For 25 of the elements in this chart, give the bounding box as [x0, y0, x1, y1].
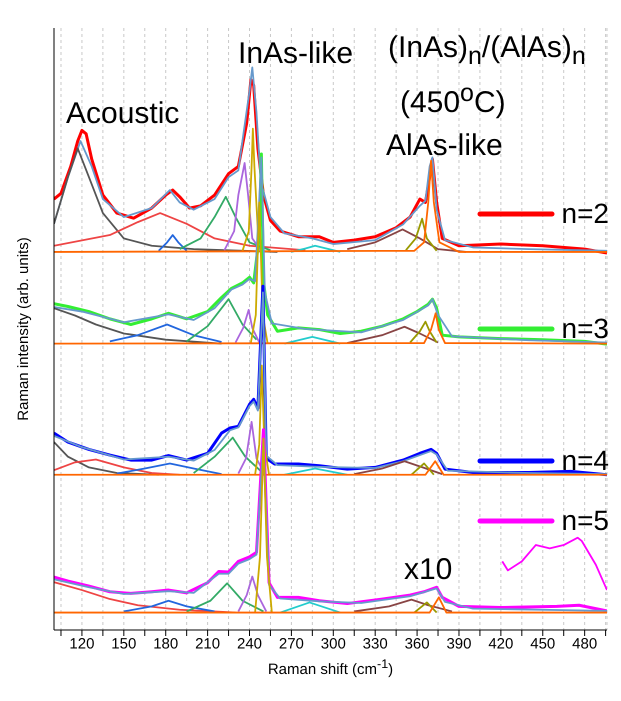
- x-tick-label: 270: [278, 636, 304, 653]
- x-tick-label: 480: [572, 636, 598, 653]
- legend-label: n=2: [562, 198, 609, 230]
- legend-label: n=3: [562, 313, 609, 345]
- x-axis-title: Raman shift (cm$^{-1}$): [266, 657, 394, 678]
- annotation: (450$^{o}$C): [400, 78, 506, 121]
- x-tick-label: 420: [488, 636, 514, 653]
- annotation: (InAs)$_{n}$/(AlAs)$_{n}$: [388, 30, 586, 71]
- x-tick-label: 180: [153, 636, 178, 653]
- x-tick-label: 330: [362, 636, 388, 653]
- y-axis-title: Raman intensity (arb. units): [15, 237, 32, 421]
- x-tick-label: 210: [195, 636, 220, 653]
- x-tick-label: 120: [69, 636, 94, 653]
- x-tick-label: 450: [530, 636, 556, 653]
- annotation: x10: [404, 552, 452, 588]
- x-tick-label: 150: [111, 636, 136, 653]
- annotation: Acoustic: [66, 96, 180, 132]
- legend-label: n=4: [562, 445, 609, 477]
- legend-label: n=5: [562, 505, 609, 537]
- annotation: AlAs-like: [386, 128, 503, 164]
- x-tick-label: 300: [320, 636, 346, 653]
- x-tick-label: 360: [404, 636, 430, 653]
- x-tick-label: 390: [446, 636, 472, 653]
- x-tick-label: 240: [236, 636, 262, 653]
- annotation: InAs-like: [238, 36, 354, 72]
